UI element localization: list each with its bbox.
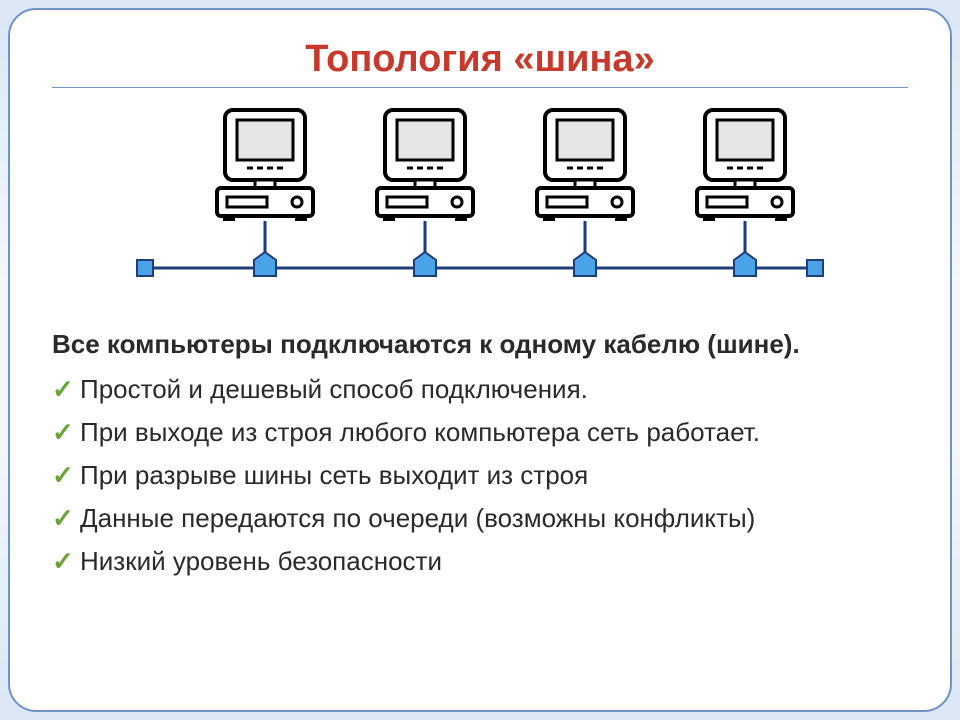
- list-item: ✓При выходе из строя любого компьютера с…: [52, 415, 908, 450]
- check-icon: ✓: [52, 458, 74, 493]
- list-item: ✓Низкий уровень безопасности: [52, 544, 908, 579]
- bullet-text: Данные передаются по очереди (возможны к…: [80, 503, 755, 533]
- bullet-list: ✓Простой и дешевый способ подключения.✓П…: [52, 372, 908, 579]
- check-icon: ✓: [52, 501, 74, 536]
- check-icon: ✓: [52, 544, 74, 579]
- bus-topology-diagram: [52, 106, 908, 301]
- bus-diagram-svg: [95, 106, 865, 296]
- list-item: ✓Данные передаются по очереди (возможны …: [52, 501, 908, 536]
- slide-frame: Топология «шина» Все компьютеры подключа…: [0, 0, 960, 720]
- intro-paragraph: Все компьютеры подключаются к одному каб…: [52, 327, 908, 362]
- bullet-text: Простой и дешевый способ подключения.: [80, 374, 588, 404]
- computer-icon: [697, 110, 793, 221]
- list-item: ✓Простой и дешевый способ подключения.: [52, 372, 908, 407]
- computer-icon: [537, 110, 633, 221]
- check-icon: ✓: [52, 372, 74, 407]
- bullet-text: Низкий уровень безопасности: [80, 546, 442, 576]
- slide-card: Топология «шина» Все компьютеры подключа…: [8, 8, 952, 712]
- check-icon: ✓: [52, 415, 74, 450]
- bullet-text: При выходе из строя любого компьютера се…: [80, 417, 760, 447]
- bullet-text: При разрыве шины сеть выходит из строя: [80, 460, 588, 490]
- list-item: ✓При разрыве шины сеть выходит из строя: [52, 458, 908, 493]
- computer-icon: [377, 110, 473, 221]
- page-title: Топология «шина»: [52, 38, 908, 81]
- computer-icon: [217, 110, 313, 221]
- title-divider: [52, 87, 908, 88]
